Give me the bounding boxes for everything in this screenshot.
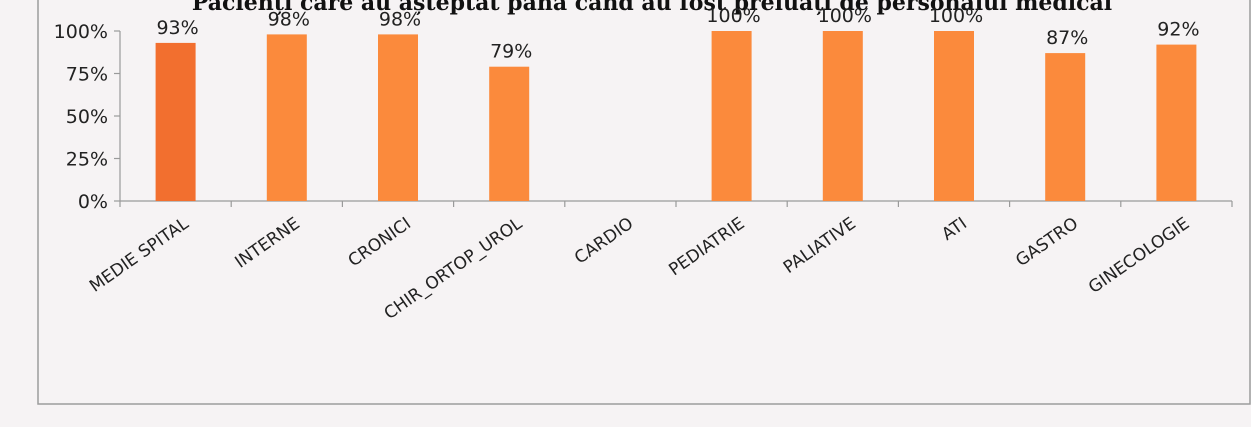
data-labels: 93% 98% 98% 79% 100% 100% 100% 87% 92% [156, 5, 1199, 63]
x-tick-label: CRONICI [345, 214, 415, 272]
y-tick-label: 25% [66, 149, 108, 171]
x-tick-label: PEDIATRIE [665, 214, 748, 280]
x-tick-label: GASTRO [1012, 214, 1082, 271]
data-label: 100% [929, 5, 983, 27]
data-label: 87% [1046, 27, 1088, 49]
chart-title: Pacienți care au așteptat până când au f… [192, 0, 1112, 16]
data-label: 92% [1157, 19, 1199, 41]
data-label: 98% [379, 8, 421, 30]
bar-medie-spital [155, 42, 196, 202]
data-label: 93% [156, 17, 198, 39]
data-label: 79% [490, 41, 532, 63]
bar-chir-ortop-urol [489, 66, 530, 201]
chart-frame [37, 0, 1251, 405]
bar-gastro [1045, 53, 1086, 201]
bar-paliative [822, 31, 863, 201]
bar-pediatrie [711, 31, 752, 201]
bar-interne [266, 34, 307, 202]
bars [155, 31, 1197, 202]
x-tick-label: PALIATIVE [780, 214, 860, 278]
x-tick-label: GINECOLOGIE [1085, 214, 1193, 298]
data-label: 100% [706, 5, 760, 27]
x-tick-label: MEDIE SPITAL [86, 213, 193, 296]
bar-ati [934, 31, 974, 201]
x-tick-labels: MEDIE SPITAL INTERNE CRONICICHIR_ORTOP_URO… [86, 213, 1193, 323]
data-label: 100% [818, 5, 872, 27]
bar-cronici [378, 34, 418, 202]
data-label: 98% [268, 8, 310, 30]
y-tick-label: 75% [66, 64, 108, 86]
y-axis: 0% 25% 50% 75% 100% [54, 21, 121, 213]
y-tick-label: 0% [78, 191, 108, 213]
x-tick-label: INTERNE [231, 214, 303, 273]
x-tick-label: ATI [938, 214, 971, 245]
x-axis [119, 200, 1233, 207]
y-tick-label: 100% [54, 21, 108, 43]
x-tick-label: CARDIO [571, 214, 637, 269]
y-tick-label: 50% [66, 106, 108, 128]
bar-ginecologie [1156, 44, 1197, 201]
